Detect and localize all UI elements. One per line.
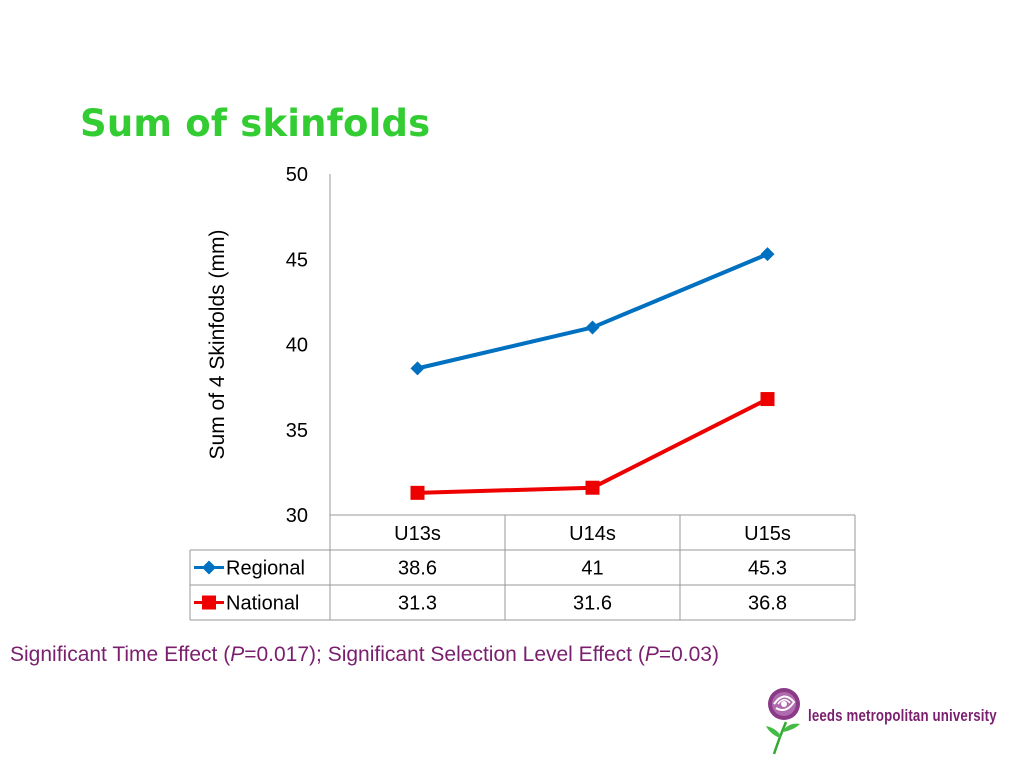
data-point-national xyxy=(760,392,775,407)
table-cell-value: 36.8 xyxy=(748,593,787,615)
legend-label: National xyxy=(226,593,299,615)
note-prefix: Significant Time Effect ( xyxy=(10,643,231,666)
data-point-regional xyxy=(410,361,425,376)
note-p-symbol-1: P xyxy=(230,643,245,666)
data-point-regional xyxy=(585,320,600,335)
y-tick-label: 35 xyxy=(286,420,308,442)
table-cell-value: 31.6 xyxy=(573,593,612,615)
y-tick-label: 40 xyxy=(286,335,308,357)
legend-label: Regional xyxy=(226,558,305,580)
significance-note: Significant Time Effect (P=0.017); Signi… xyxy=(10,643,719,667)
category-label: U13s xyxy=(394,523,441,545)
skinfolds-chart: 30 35 40 45 50 Sum of 4 Skinfolds (mm) U13s U14… xyxy=(189,164,856,621)
y-tick-label: 45 xyxy=(286,249,308,271)
category-label: U15s xyxy=(744,523,791,545)
note-p-symbol-2: P xyxy=(644,643,659,666)
slide-title: Sum of skinfolds xyxy=(80,102,431,145)
data-point-national xyxy=(410,485,425,500)
table-cell-value: 38.6 xyxy=(398,558,437,580)
note-middle: =0.017); Significant Selection Level Eff… xyxy=(244,643,645,666)
category-label: U14s xyxy=(569,523,616,545)
university-logo xyxy=(766,688,800,755)
series-line-national xyxy=(417,397,769,495)
legend-marker-regional xyxy=(202,560,216,575)
university-name: leeds metropolitan university xyxy=(808,706,997,725)
table-cell-value: 31.3 xyxy=(398,593,437,615)
table-cell-value: 41 xyxy=(581,558,603,580)
rose-icon xyxy=(766,688,800,755)
legend-marker-national xyxy=(202,595,216,610)
y-axis-title: Sum of 4 Skinfolds (mm) xyxy=(206,230,229,460)
data-point-regional xyxy=(760,247,775,262)
series-line-regional xyxy=(417,252,769,371)
note-suffix: =0.03) xyxy=(658,643,719,666)
y-tick-label: 50 xyxy=(286,164,308,186)
table-cell-value: 45.3 xyxy=(748,558,787,580)
data-point-national xyxy=(585,480,600,495)
y-tick-label: 30 xyxy=(286,505,308,527)
